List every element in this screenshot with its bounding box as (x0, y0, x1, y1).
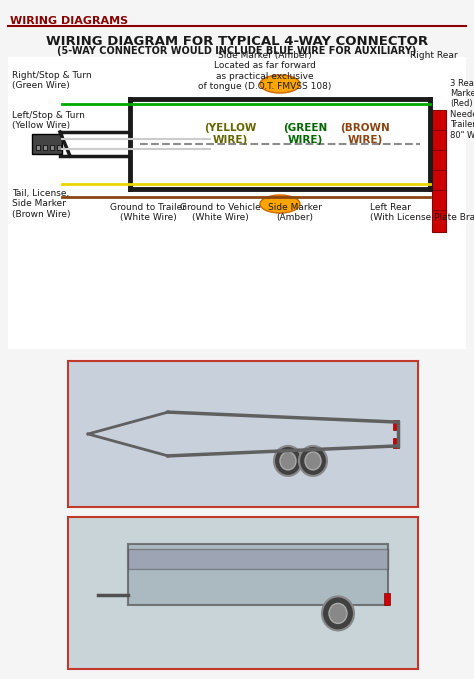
Bar (68, 517, 418, 669)
Text: Tail, License,
Side Marker
(Brown Wire): Tail, License, Side Marker (Brown Wire) (12, 189, 71, 219)
Bar (432, 170, 446, 192)
Bar (128, 545, 388, 606)
Bar (57, 145, 61, 150)
Bar (128, 549, 388, 570)
Text: Left/Stop & Turn
(Yellow Wire): Left/Stop & Turn (Yellow Wire) (12, 111, 85, 130)
Ellipse shape (322, 596, 354, 630)
Bar (50, 145, 54, 150)
Ellipse shape (280, 452, 296, 470)
Text: (5-WAY CONNECTOR WOULD INCLUDE BLUE WIRE FOR AUXILIARY): (5-WAY CONNECTOR WOULD INCLUDE BLUE WIRE… (57, 46, 417, 56)
Bar (68, 361, 418, 507)
Text: WIRING DIAGRAM FOR TYPICAL 4-WAY CONNECTOR: WIRING DIAGRAM FOR TYPICAL 4-WAY CONNECT… (46, 35, 428, 48)
Text: Ground to Trailer
(White Wire): Ground to Trailer (White Wire) (110, 203, 186, 223)
Bar (432, 150, 446, 172)
Text: Side Marker (Amber)
Located as far forward
as practical exclusive
of tongue (D.O: Side Marker (Amber) Located as far forwa… (198, 51, 332, 91)
Bar (384, 593, 390, 606)
Bar (432, 130, 446, 152)
Bar (432, 210, 446, 232)
Ellipse shape (274, 446, 302, 476)
Text: Right/Stop & Turn
(Green Wire): Right/Stop & Turn (Green Wire) (12, 71, 91, 90)
Bar (8, 57, 466, 349)
Text: Side Marker
(Amber): Side Marker (Amber) (268, 203, 322, 223)
Bar (393, 438, 399, 448)
Ellipse shape (329, 604, 347, 623)
Text: (BROWN
WIRE): (BROWN WIRE) (340, 123, 390, 145)
Text: (GREEN
WIRE): (GREEN WIRE) (283, 123, 327, 145)
Bar (432, 110, 446, 132)
Ellipse shape (260, 75, 300, 93)
Bar (432, 190, 446, 212)
Text: (YELLOW
WIRE): (YELLOW WIRE) (204, 123, 256, 145)
Ellipse shape (260, 195, 300, 213)
Bar (43, 145, 47, 150)
Ellipse shape (299, 446, 327, 476)
Text: WIRING DIAGRAMS: WIRING DIAGRAMS (10, 16, 128, 26)
Text: Left Rear
(With License Plate Bracket): Left Rear (With License Plate Bracket) (370, 203, 474, 223)
Bar (32, 134, 62, 154)
Text: Ground to Vehicle
(White Wire): Ground to Vehicle (White Wire) (180, 203, 260, 223)
Bar (393, 420, 399, 430)
Bar (36, 145, 40, 150)
Text: Right Rear: Right Rear (410, 51, 457, 60)
Ellipse shape (305, 452, 321, 470)
Text: 3 Rear
Markers
(Red)
Needed for
Trailers over
80" Wide: 3 Rear Markers (Red) Needed for Trailers… (450, 79, 474, 139)
